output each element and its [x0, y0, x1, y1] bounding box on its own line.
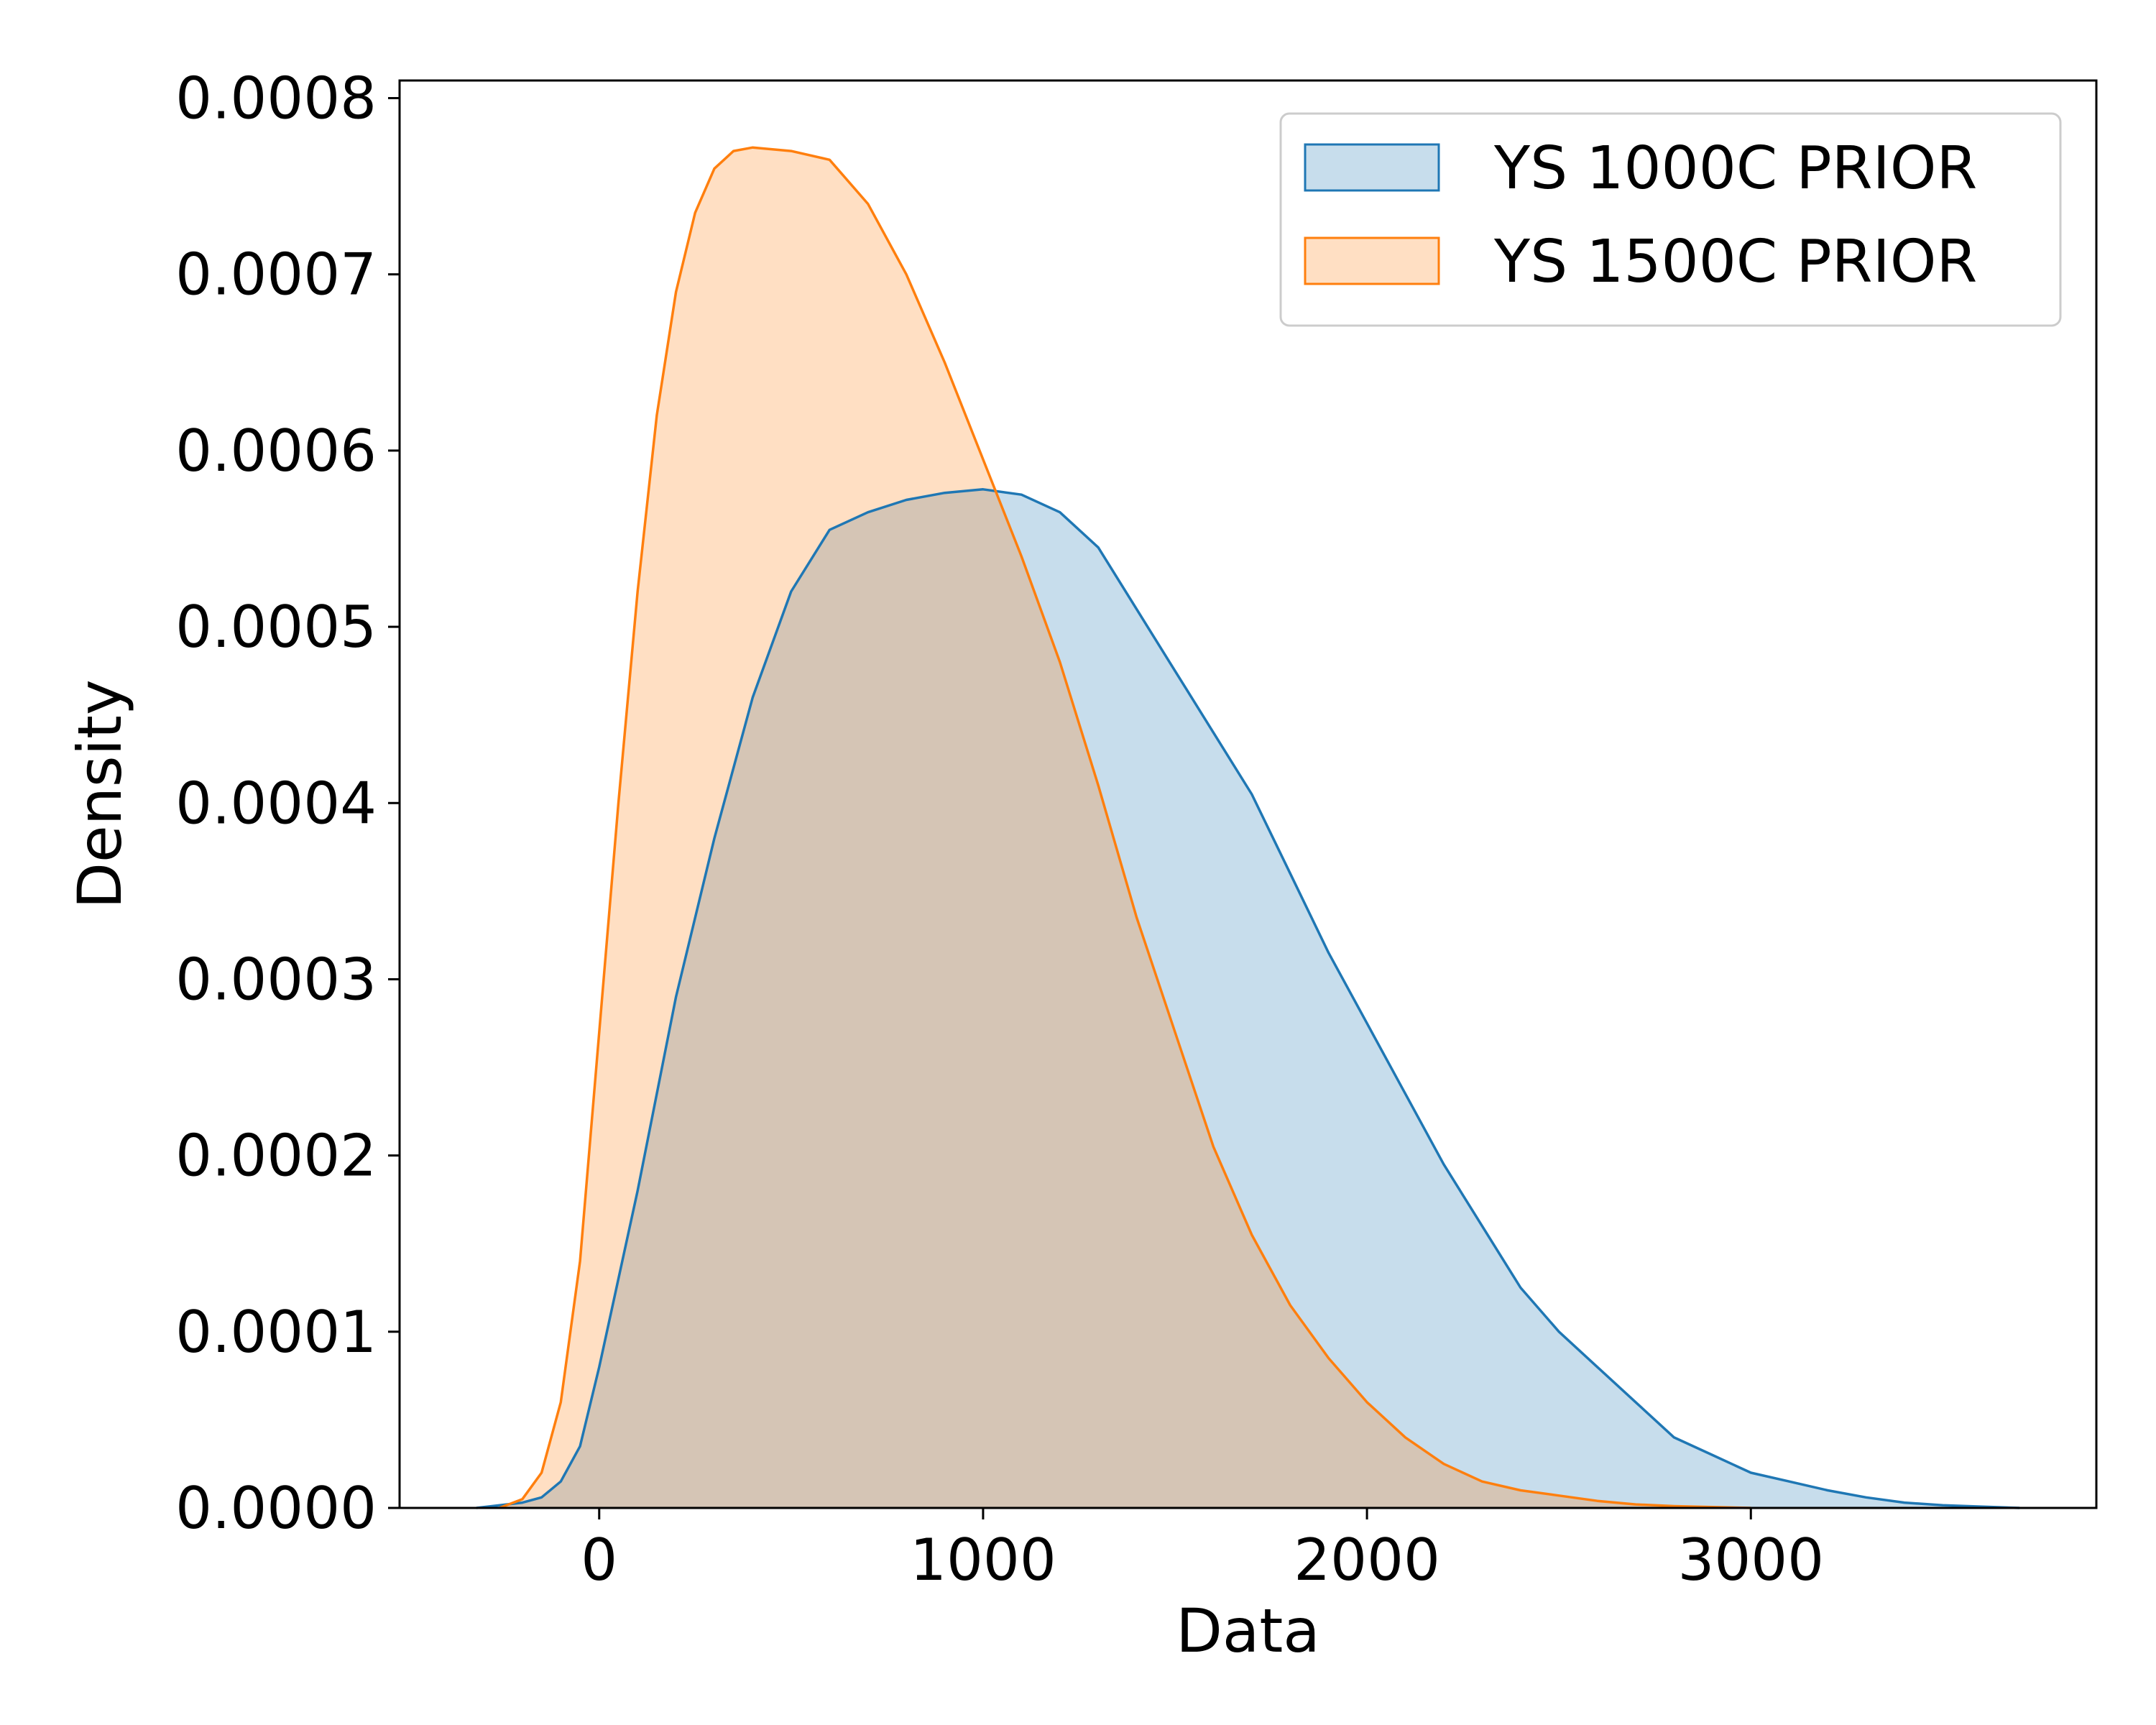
- y-tick-label: 0.0005: [175, 594, 377, 661]
- x-tick-label: 3000: [1677, 1527, 1824, 1593]
- y-axis-label: Density: [65, 679, 135, 908]
- y-tick-label: 0.0008: [175, 65, 377, 132]
- density-lines: [476, 146, 2020, 1509]
- density-area-series-1: [476, 489, 2020, 1508]
- legend-box: [1279, 112, 2062, 327]
- density-areas: [476, 147, 2020, 1509]
- x-tick-label: 1000: [910, 1527, 1056, 1593]
- legend-label-series-2: YS 1500C PRIOR: [1493, 228, 1977, 296]
- legend-swatch-series-2: [1304, 236, 1440, 285]
- density-area-series-2: [499, 147, 1751, 1509]
- x-tick-label: 0: [581, 1527, 617, 1593]
- x-tick-label: 2000: [1294, 1527, 1440, 1593]
- density-line-series-2: [499, 146, 1751, 1509]
- density-line-series-1: [476, 488, 2020, 1509]
- y-tick-label: 0.0002: [175, 1123, 377, 1190]
- axis-ticks: 0 1000 2000 3000 0.0000 0.0001 0.0002 0.0003 0.0…: [175, 65, 1824, 1593]
- legend-swatch-series-1: [1304, 143, 1440, 192]
- y-tick-label: 0.0004: [175, 770, 377, 837]
- x-axis-label: Data: [1176, 1596, 1320, 1666]
- plot-frame: [398, 79, 2098, 1509]
- y-tick-label: 0.0001: [175, 1299, 377, 1366]
- legend: YS 1000C PRIOR YS 1500C PRIOR: [1279, 112, 2062, 327]
- legend-label-series-1: YS 1000C PRIOR: [1493, 134, 1977, 203]
- y-tick-label: 0.0006: [175, 418, 377, 484]
- y-tick-label: 0.0000: [175, 1475, 377, 1542]
- y-tick-label: 0.0007: [175, 242, 377, 308]
- y-tick-label: 0.0003: [175, 946, 377, 1013]
